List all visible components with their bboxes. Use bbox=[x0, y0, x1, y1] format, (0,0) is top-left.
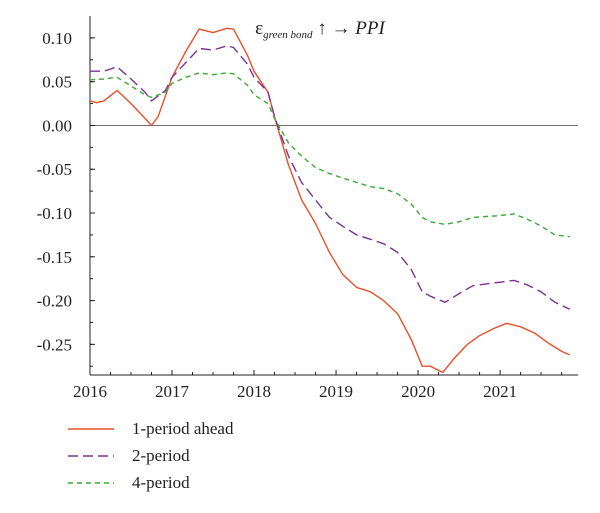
y-tick-label: -0.25 bbox=[37, 335, 72, 354]
chart-title: εgreen bond ↑ → PPI bbox=[220, 18, 420, 41]
series-line-3 bbox=[89, 72, 570, 238]
legend-item-2-period: 2-period bbox=[66, 442, 233, 469]
series-line-2 bbox=[90, 45, 571, 310]
title-target: PPI bbox=[355, 18, 385, 39]
y-tick-label: 0.00 bbox=[42, 116, 72, 135]
title-epsilon: ε bbox=[255, 18, 264, 39]
y-tick-label: -0.20 bbox=[37, 292, 72, 311]
y-tick-label: -0.15 bbox=[37, 248, 72, 267]
x-tick-label: 2018 bbox=[237, 382, 271, 401]
title-subscript: green bond bbox=[263, 29, 313, 41]
legend-item-1-period: 1-period ahead bbox=[66, 415, 233, 442]
x-tick-label: 2017 bbox=[155, 382, 190, 401]
x-tick-label: 2016 bbox=[73, 382, 107, 401]
x-tick-label: 2020 bbox=[401, 382, 435, 401]
x-tick-label: 2021 bbox=[483, 382, 517, 401]
legend-swatch-2-period bbox=[68, 454, 114, 457]
series-line-1 bbox=[89, 27, 571, 374]
legend-swatch-4-period bbox=[68, 481, 114, 484]
legend-item-4-period: 4-period bbox=[66, 469, 233, 496]
y-tick-label: -0.05 bbox=[37, 160, 72, 179]
legend-label-4-period: 4-period bbox=[132, 472, 190, 492]
legend: 1-period ahead 2-period 4-period bbox=[66, 415, 233, 496]
legend-label-1-period: 1-period ahead bbox=[132, 418, 234, 438]
legend-label-2-period: 2-period bbox=[132, 445, 190, 465]
legend-swatch-1-period bbox=[68, 427, 114, 430]
title-arrow: ↑ → bbox=[317, 18, 351, 39]
y-tick-label: -0.10 bbox=[37, 204, 72, 223]
y-tick-label: 0.05 bbox=[42, 73, 72, 92]
x-tick-label: 2019 bbox=[319, 382, 353, 401]
y-tick-label: 0.10 bbox=[42, 29, 72, 48]
